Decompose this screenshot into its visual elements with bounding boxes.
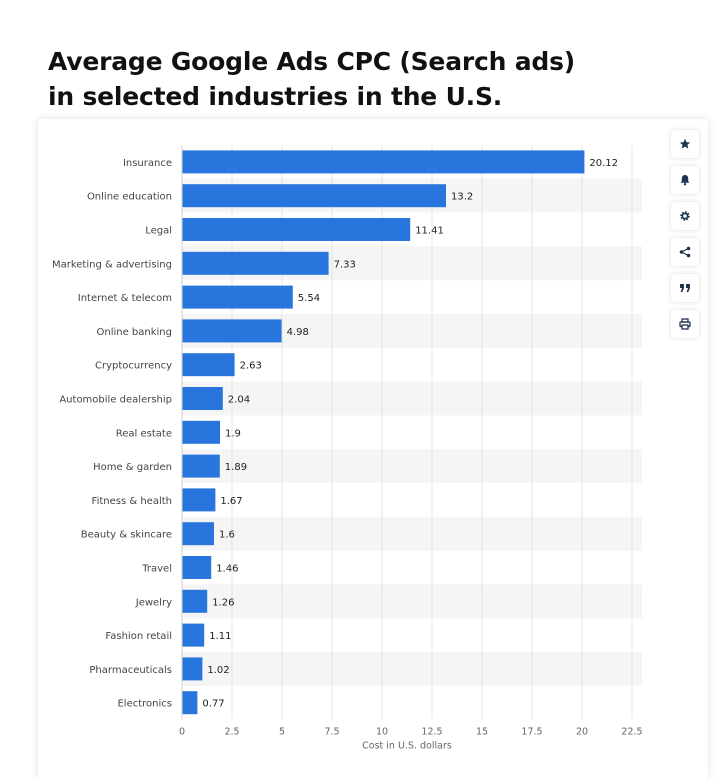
category-label: Online education [87,192,172,203]
bar[interactable] [182,556,212,579]
bar[interactable] [182,184,446,208]
x-tick-label: 10 [376,727,388,738]
x-tick-label: 22.5 [621,727,642,738]
bar[interactable] [182,319,282,343]
category-label: Marketing & advertising [52,259,172,270]
favorite-button[interactable] [671,130,699,158]
category-label: Electronics [117,699,172,710]
data-label: 13.2 [451,192,473,203]
notification-button[interactable] [671,166,699,194]
data-label: 1.46 [216,564,238,575]
bar[interactable] [182,353,235,377]
chart-toolbar [671,130,701,346]
data-label: 1.02 [207,665,229,676]
data-label: 1.89 [225,462,247,473]
chart-title-line-1: Average Google Ads CPC (Search ads) [48,47,575,76]
data-label: 2.63 [240,361,262,372]
row-stripe [182,584,642,619]
print-button[interactable] [671,310,699,338]
category-label: Cryptocurrency [95,361,172,372]
chart-title-line-2: in selected industries in the U.S. [48,82,503,111]
cite-button[interactable] [671,274,699,302]
category-label: Jewelry [135,597,172,608]
bar[interactable] [182,691,198,715]
data-label: 4.98 [287,327,309,338]
x-tick-label: 5 [279,727,285,738]
bar[interactable] [182,657,203,681]
category-label: Fashion retail [105,631,172,642]
bar[interactable] [182,150,585,174]
data-label: 1.9 [225,428,241,439]
category-label: Fitness & health [92,496,172,507]
bar[interactable] [182,420,220,444]
data-label: 0.77 [202,699,224,710]
category-label: Pharmaceuticals [89,665,172,676]
data-label: 7.33 [334,259,356,270]
data-label: 20.12 [589,158,618,169]
row-stripe [182,516,642,551]
category-label: Beauty & skincare [81,530,172,541]
category-label: Legal [145,226,172,237]
x-tick-label: 0 [179,727,185,738]
bar[interactable] [182,589,208,613]
print-icon [679,318,691,330]
share-icon [679,246,691,258]
category-label: Internet & telecom [78,293,172,304]
data-label: 2.04 [228,395,250,406]
bar[interactable] [182,522,214,546]
bar[interactable] [182,387,223,410]
star-icon [679,138,691,149]
data-label: 1.6 [219,530,235,541]
chart-title: Average Google Ads CPC (Search ads) in s… [48,44,648,114]
x-tick-label: 15 [476,727,488,738]
category-label: Real estate [116,428,172,439]
gear-icon [680,211,690,221]
x-tick-label: 20 [576,727,588,738]
data-label: 1.26 [212,597,234,608]
bar[interactable] [182,488,216,512]
data-label: 5.54 [298,293,320,304]
category-label: Home & garden [93,462,172,473]
row-stripe [182,652,642,686]
row-stripe [182,449,642,483]
bar[interactable] [182,454,220,478]
bell-icon [680,175,690,186]
bar-chart: Insurance 20.12 Online education 13.2 Legal 1… [52,145,643,752]
category-label: Travel [141,564,172,575]
bar[interactable] [182,285,293,309]
x-axis-title: Cost in U.S. dollars [362,741,452,752]
data-label: 11.41 [415,226,444,237]
settings-button[interactable] [671,202,699,230]
x-tick-label: 12.5 [421,727,442,738]
share-button[interactable] [671,238,699,266]
category-label: Online banking [96,327,172,338]
row-stripe [182,381,642,416]
bar[interactable] [182,623,205,647]
bar[interactable] [182,251,329,275]
category-label: Automobile dealership [59,395,172,406]
data-label: 1.11 [209,631,231,642]
data-label: 1.67 [220,496,242,507]
x-tick-label: 7.5 [324,727,339,738]
x-tick-label: 17.5 [521,727,542,738]
category-label: Insurance [123,158,172,169]
bar[interactable] [182,218,411,241]
quote-icon [680,284,690,292]
x-tick-label: 2.5 [224,727,239,738]
